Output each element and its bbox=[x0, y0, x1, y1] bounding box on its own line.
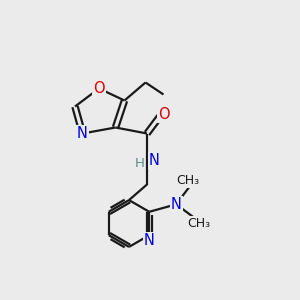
Text: O: O bbox=[158, 107, 170, 122]
Text: H: H bbox=[135, 157, 144, 170]
Text: N: N bbox=[171, 197, 182, 212]
Text: CH₃: CH₃ bbox=[187, 217, 210, 230]
Text: N: N bbox=[77, 126, 88, 141]
Text: CH₃: CH₃ bbox=[177, 174, 200, 187]
Text: N: N bbox=[149, 153, 160, 168]
Text: N: N bbox=[144, 233, 155, 248]
Text: O: O bbox=[93, 81, 105, 96]
